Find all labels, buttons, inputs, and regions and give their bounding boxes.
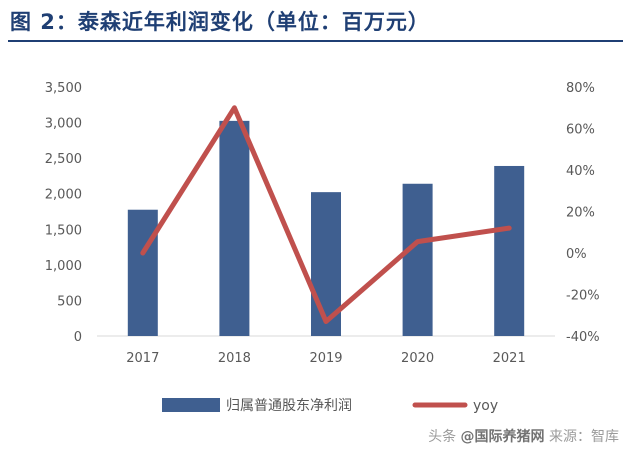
watermark: 头条 @国际养猪网 来源：智库 — [428, 426, 619, 446]
y-left-tick-label: 500 — [57, 294, 82, 309]
legend-line-label: yoy — [473, 398, 498, 414]
title-underline — [8, 40, 623, 42]
bar-series — [127, 120, 525, 336]
y-left-tick-label: 1,000 — [45, 259, 82, 274]
chart-title: 图 2：泰森近年利润变化（单位：百万元） — [10, 10, 430, 34]
chart-legend: 归属普通股东净利润 yoy — [162, 397, 498, 414]
bar-2020 — [402, 183, 433, 336]
y-right-tick-label: 60% — [566, 123, 595, 138]
x-tick-label: 2017 — [126, 351, 159, 366]
bar-2021 — [494, 165, 525, 336]
y-left-tick-label: 3,000 — [45, 117, 82, 132]
y-left-tick-label: 2,500 — [45, 152, 82, 167]
y-left-tick-label: 2,000 — [45, 188, 82, 203]
line-series — [140, 105, 512, 324]
x-tick-label: 2018 — [218, 351, 251, 366]
x-tick-label: 2020 — [401, 351, 434, 366]
y-left-tick-label: 1,500 — [45, 223, 82, 238]
x-tick-label: 2019 — [309, 351, 342, 366]
bar-2017 — [127, 209, 158, 336]
watermark-suffix: 来源：智库 — [549, 429, 619, 445]
y-right-tick-label: -40% — [566, 330, 600, 345]
watermark-prefix: 头条 — [428, 429, 457, 445]
legend-bar-label: 归属普通股东净利润 — [226, 397, 352, 414]
bar-2018 — [219, 120, 250, 336]
y-left-tick-label: 3,500 — [45, 81, 82, 96]
y-right-tick-label: -20% — [566, 289, 600, 304]
x-tick-label: 2021 — [493, 351, 526, 366]
legend-bar-swatch — [162, 398, 220, 412]
chart-axes: 0 500 1,000 1,500 2,000 2,500 3,000 3,500 -40% -2… — [45, 81, 600, 366]
watermark-handle: @国际养猪网 — [460, 429, 545, 445]
y-right-tick-label: 40% — [566, 164, 595, 179]
y-right-tick-label: 80% — [566, 81, 595, 96]
y-right-tick-label: 0% — [566, 247, 587, 262]
y-right-tick-label: 20% — [566, 206, 595, 221]
y-left-tick-label: 0 — [74, 330, 82, 345]
